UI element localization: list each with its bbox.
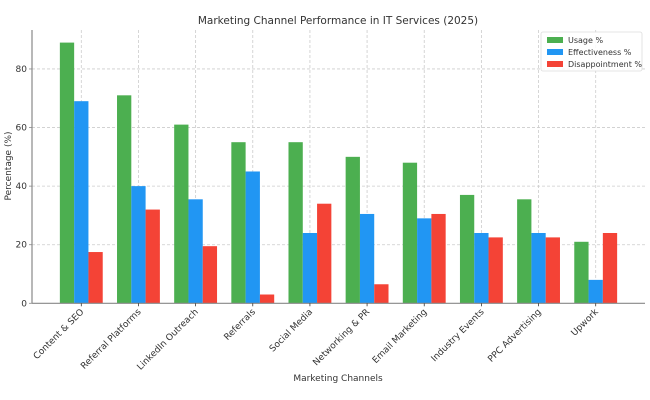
y-tick-label: 20 [16,241,28,251]
y-axis-title: Percentage (%) [4,131,14,200]
bar-effectiveness-email-marketing [417,218,432,304]
x-tick-label-referrals: Referrals [222,307,258,343]
y-tick-label: 80 [16,65,28,75]
x-tick-label-email-marketing: Email Marketing [371,307,429,365]
bar-usage-email-marketing [402,162,418,304]
bar-usage-industry-events [459,194,475,304]
legend-swatch-disappointment [547,61,563,67]
x-tick-label-social-media: Social Media [268,307,315,354]
bars-layer [59,42,618,304]
bar-effectiveness-upwork [588,279,603,304]
x-tick-label-networking-pr: Networking & PR [311,307,372,368]
bar-usage-social-media [288,142,303,304]
bar-disappointment-referrals [259,294,275,304]
chart-title: Marketing Channel Performance in IT Serv… [198,15,478,27]
legend: Usage % Effectiveness % Disappointment % [540,31,643,72]
bar-usage-referral-platforms [117,95,132,304]
bar-disappointment-referral-platforms [145,209,160,304]
bar-effectiveness-linkedin-outreach [188,199,203,304]
legend-label-disappointment: Disappointment % [568,60,642,69]
axes-layer [31,30,645,304]
bar-effectiveness-industry-events [474,232,489,304]
y-tick-label: 60 [16,124,28,134]
x-tick-label-upwork: Upwork [570,307,602,339]
bar-effectiveness-referral-platforms [131,186,146,304]
y-ticks: 0 20 40 60 80 [16,65,32,309]
y-tick-label: 0 [21,299,27,309]
bar-disappointment-email-marketing [431,213,446,304]
bar-disappointment-linkedin-outreach [202,246,218,304]
bar-effectiveness-ppc-advertising [531,232,546,304]
bar-disappointment-content-seo [88,252,103,304]
bar-disappointment-industry-events [488,237,503,304]
x-tick-label-industry-events: Industry Events [430,307,487,364]
bar-effectiveness-referrals [245,171,260,304]
x-tick-label-linkedin-outreach: LinkedIn Outreach [136,307,201,372]
bar-disappointment-networking-pr [374,284,389,304]
legend-frame [540,31,643,72]
x-tick-label-referral-platforms: Referral Platforms [79,307,143,371]
bar-usage-networking-pr [345,156,360,304]
bar-effectiveness-content-seo [74,101,89,304]
bar-effectiveness-social-media [302,232,318,304]
bar-effectiveness-networking-pr [359,213,375,304]
bar-disappointment-upwork [602,232,618,304]
x-axis-title: Marketing Channels [293,374,383,384]
y-tick-label: 40 [16,182,28,192]
x-tick-label-ppc-advertising: PPC Advertising [486,307,543,364]
legend-swatch-effectiveness [547,49,563,55]
bar-usage-referrals [231,142,246,304]
bar-usage-upwork [574,241,589,304]
bar-usage-ppc-advertising [517,199,532,304]
bar-disappointment-social-media [317,203,332,304]
x-tick-label-content-seo: Content & SEO [32,307,86,361]
legend-swatch-usage [547,37,563,43]
legend-label-usage: Usage % [568,36,603,45]
bar-usage-content-seo [59,42,75,304]
bar-usage-linkedin-outreach [174,124,189,304]
bar-disappointment-ppc-advertising [545,237,560,304]
legend-label-effectiveness: Effectiveness % [568,48,632,57]
